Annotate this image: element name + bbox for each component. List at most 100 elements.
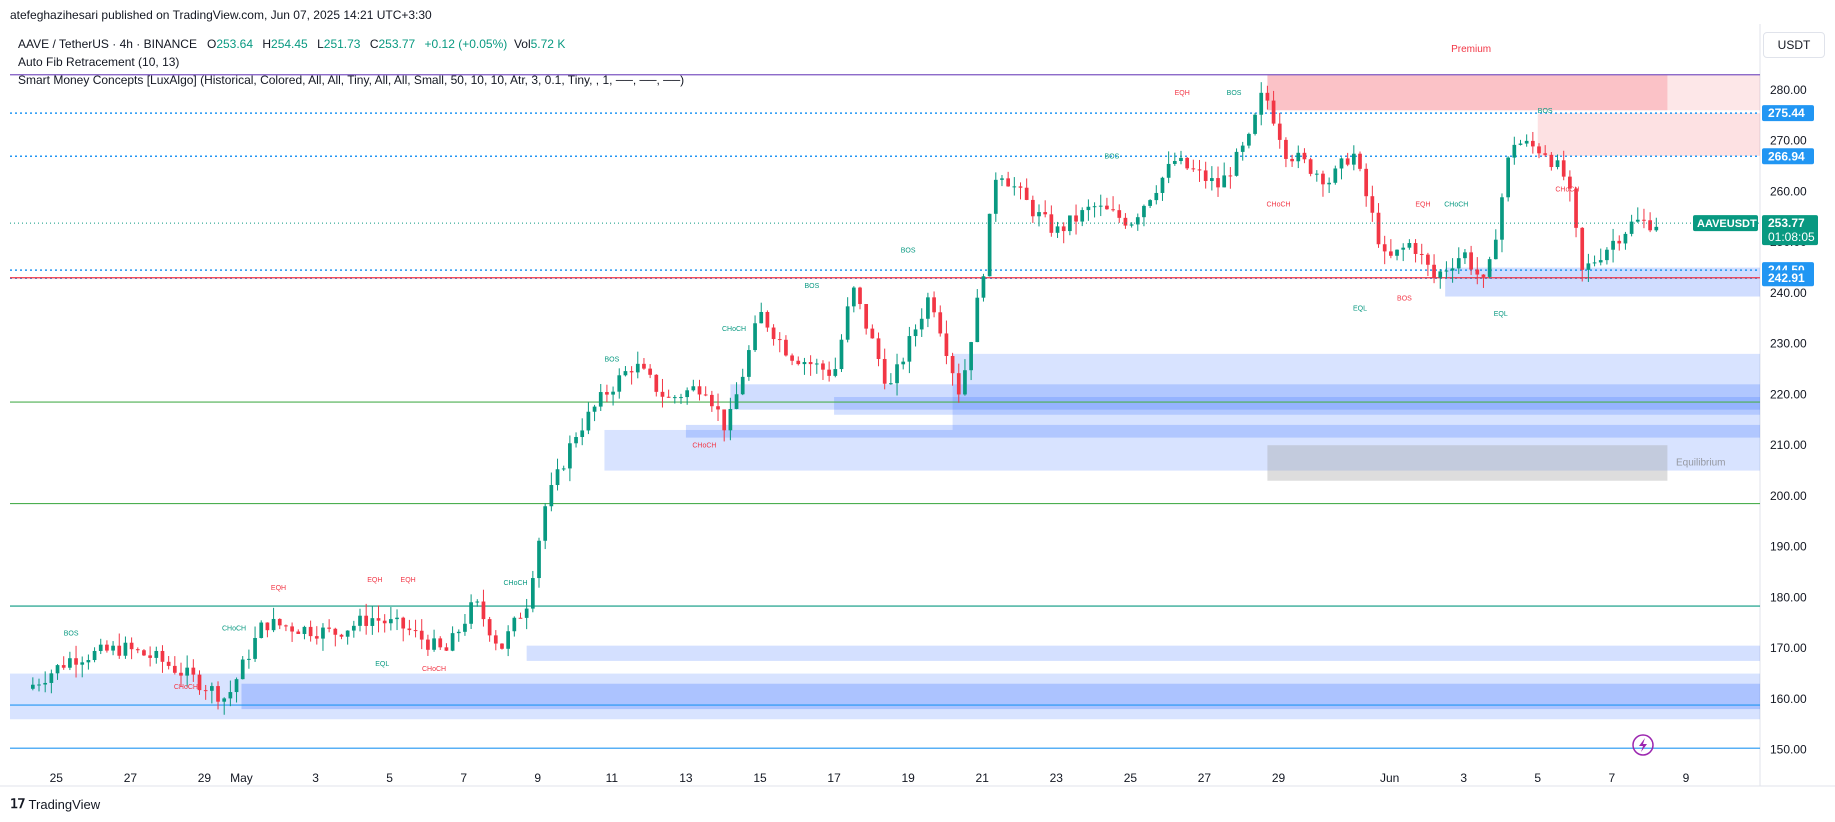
x-tick-label: 25 (1124, 771, 1138, 785)
candle-body (697, 386, 702, 395)
candle-body (487, 619, 492, 636)
y-tick-label: 150.00 (1770, 743, 1807, 757)
candle-body (1512, 144, 1517, 158)
currency-unit-button[interactable]: USDT (1763, 32, 1825, 58)
candle-body (524, 608, 529, 618)
price-tag-label: 266.94 (1768, 149, 1805, 163)
candle-body (1160, 177, 1165, 193)
candle-body (1537, 146, 1541, 154)
candle-body (253, 637, 257, 659)
candle-body (1123, 217, 1128, 226)
x-tick-label: 5 (1534, 771, 1541, 785)
candle-body (463, 623, 467, 632)
candle-body (370, 618, 375, 626)
structure-label: CHoCH (222, 625, 246, 632)
candle-body (1629, 221, 1634, 234)
candle-body (1413, 243, 1418, 254)
structure-label: CHoCH (1555, 186, 1579, 193)
candle-body (993, 179, 998, 214)
candle-body (364, 615, 369, 626)
candle-body (808, 362, 813, 365)
lightning-icon[interactable] (1632, 734, 1654, 756)
candle-body (561, 468, 566, 470)
candle-body (1345, 158, 1350, 165)
candle-body (969, 342, 973, 371)
candle-body (586, 411, 591, 431)
candle-body (845, 306, 850, 340)
candle-body (160, 650, 165, 662)
high-value: 254.45 (271, 37, 308, 51)
candle-body (654, 374, 659, 392)
candle-body (635, 363, 640, 373)
candle-body (1648, 220, 1652, 231)
structure-label: CHoCH (174, 684, 198, 691)
x-tick-label: 13 (679, 771, 693, 785)
candle-body (1382, 244, 1387, 252)
candle-body (1487, 259, 1492, 277)
symbol-ohlc-row[interactable]: AAVE / TetherUS · 4h · BINANCE O253.64 H… (18, 35, 684, 53)
candle-body (981, 276, 986, 298)
x-tick-label: Jun (1380, 771, 1399, 785)
candle-body (1111, 209, 1115, 211)
candle-body (1549, 154, 1554, 168)
candle-body (302, 626, 307, 634)
candle-body (1592, 262, 1597, 264)
structure-label: EQH (1415, 202, 1430, 209)
candle-body (1148, 200, 1152, 206)
zone-7 (604, 429, 1760, 471)
candle-body (333, 628, 338, 635)
candle-body (691, 386, 696, 391)
candle-body (469, 602, 473, 624)
candle-body (456, 631, 461, 634)
candle-body (172, 665, 177, 673)
x-tick-label: 27 (124, 771, 138, 785)
candle-body (1376, 212, 1381, 245)
candle-body (74, 658, 78, 665)
candle-body (1426, 254, 1430, 265)
candle-body (956, 373, 961, 395)
candle-body (963, 370, 967, 395)
candle-body (1364, 168, 1369, 197)
open-label: O (206, 37, 217, 51)
zone-6 (834, 397, 1760, 415)
x-tick-label: 29 (198, 771, 212, 785)
candle-body (648, 368, 652, 375)
y-tick-label: 210.00 (1770, 438, 1807, 452)
y-tick-label: 230.00 (1770, 337, 1807, 351)
zone-0 (1267, 74, 1668, 111)
candle-body (1179, 157, 1183, 161)
candle-body (530, 578, 535, 609)
candles (30, 82, 1659, 715)
indicator-smc[interactable]: Smart Money Concepts [LuxAlgo] (Historic… (18, 73, 685, 87)
candle-body (1234, 151, 1239, 176)
candle-body (1055, 226, 1060, 233)
volume-label: Vol (513, 37, 531, 51)
candle-body (197, 674, 202, 691)
tradingview-mark-icon: 𝟣𝟩 (10, 796, 26, 811)
candle-body (37, 684, 41, 686)
candle-body (1284, 139, 1288, 159)
x-tick-label: 9 (534, 771, 541, 785)
candle-body (759, 312, 764, 324)
structure-label: BOS (1397, 296, 1412, 303)
candle-body (771, 327, 776, 340)
candle-body (407, 628, 412, 631)
candle-body (784, 339, 788, 356)
candle-body (518, 617, 523, 619)
current-price-tag (1762, 215, 1818, 246)
candle-body (210, 686, 214, 691)
zone-label: Equilibrium (1676, 458, 1725, 469)
candle-body (629, 371, 634, 373)
candle-body (679, 397, 683, 399)
indicator-fib[interactable]: Auto Fib Retracement (10, 13) (18, 55, 180, 69)
price-tag (1762, 148, 1814, 165)
candle-body (1530, 140, 1535, 147)
candle-body (179, 672, 183, 676)
candle-body (185, 667, 190, 676)
candle-body (1290, 158, 1294, 162)
candle-body (747, 350, 751, 377)
candle-body (617, 375, 622, 392)
open-value: 253.64 (216, 37, 254, 51)
symbol-label[interactable]: AAVE / TetherUS · 4h · BINANCE (18, 37, 197, 51)
